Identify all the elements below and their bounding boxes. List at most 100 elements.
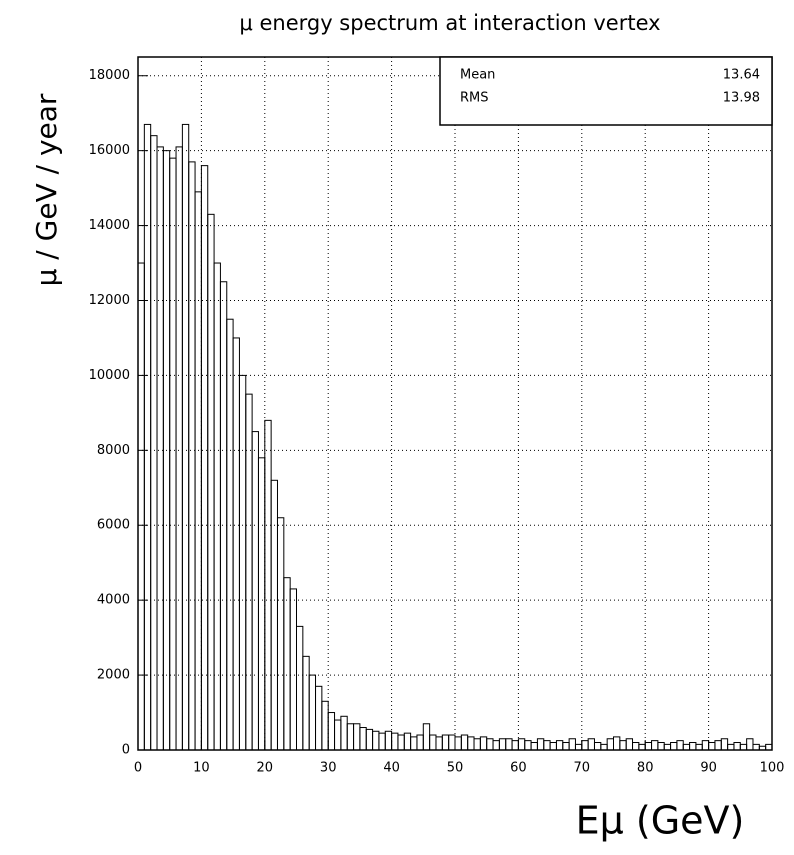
bar xyxy=(257,457,266,751)
bar xyxy=(549,742,557,751)
bar xyxy=(530,742,538,751)
bar xyxy=(670,742,678,751)
bar xyxy=(403,732,412,751)
bar xyxy=(479,736,488,751)
chart-title: μ energy spectrum at interaction vertex xyxy=(239,11,660,35)
bar xyxy=(517,738,526,751)
bar xyxy=(492,740,500,751)
bar xyxy=(663,743,672,751)
bar xyxy=(441,734,450,751)
bar xyxy=(505,738,513,751)
bar xyxy=(200,165,209,751)
bar xyxy=(429,734,437,751)
bar xyxy=(384,730,393,751)
stats-value: 13.98 xyxy=(723,91,760,106)
bar xyxy=(708,742,716,751)
y-tick-label: 12000 xyxy=(89,293,130,308)
y-tick-label: 2000 xyxy=(97,668,130,683)
stats-label: Mean xyxy=(460,68,495,83)
bar xyxy=(391,732,399,751)
y-tick-label: 16000 xyxy=(89,143,130,158)
y-tick-label: 8000 xyxy=(97,443,130,458)
bar xyxy=(733,742,741,751)
bar xyxy=(498,738,507,751)
bar xyxy=(276,517,285,751)
bar xyxy=(334,719,342,751)
bar xyxy=(689,742,697,751)
bar xyxy=(536,738,545,751)
bar xyxy=(435,736,443,751)
bar xyxy=(378,732,386,751)
bar xyxy=(555,740,564,751)
bar xyxy=(188,161,196,751)
y-tick-label: 6000 xyxy=(97,518,130,533)
bar xyxy=(613,736,621,751)
bar xyxy=(321,700,329,751)
bar xyxy=(169,157,177,751)
bar xyxy=(264,419,272,751)
bar xyxy=(562,742,570,751)
bar xyxy=(473,738,481,751)
bar xyxy=(353,723,361,751)
x-tick-label: 30 xyxy=(320,761,337,776)
stats-label: RMS xyxy=(460,91,489,106)
y-tick-label: 10000 xyxy=(89,368,130,383)
bar xyxy=(175,146,183,751)
bar xyxy=(422,723,431,751)
bar xyxy=(213,262,221,751)
x-tick-label: 70 xyxy=(574,761,591,776)
bar xyxy=(676,740,684,751)
bar xyxy=(150,135,158,751)
y-tick-label: 14000 xyxy=(89,218,130,233)
x-tick-label: 90 xyxy=(700,761,717,776)
bar xyxy=(283,577,291,751)
bar xyxy=(245,393,253,751)
bar xyxy=(365,728,374,751)
bar xyxy=(156,146,164,751)
bar xyxy=(720,738,729,751)
bar xyxy=(410,736,418,751)
bar xyxy=(619,740,627,751)
y-tick-label: 4000 xyxy=(97,593,130,608)
bar xyxy=(251,431,259,751)
bar xyxy=(289,588,298,751)
bar xyxy=(302,655,310,751)
x-tick-label: 20 xyxy=(257,761,274,776)
x-tick-label: 10 xyxy=(193,761,210,776)
bar xyxy=(416,734,424,751)
bar xyxy=(467,736,475,751)
bar xyxy=(219,281,228,751)
y-tick-label: 18000 xyxy=(89,68,130,83)
bar xyxy=(568,738,576,751)
bar xyxy=(137,262,145,751)
bar xyxy=(397,734,405,751)
bar xyxy=(315,685,323,751)
bar xyxy=(600,743,608,751)
bar xyxy=(593,742,602,751)
bar xyxy=(727,743,735,751)
y-tick-label: 0 xyxy=(122,743,130,758)
x-tick-label: 80 xyxy=(637,761,654,776)
bar xyxy=(765,743,773,751)
bar xyxy=(327,712,336,751)
x-tick-label: 40 xyxy=(383,761,400,776)
bar xyxy=(460,734,469,751)
bar xyxy=(524,740,532,751)
bar xyxy=(226,318,234,751)
bar xyxy=(359,727,367,751)
bar xyxy=(207,213,215,751)
bar xyxy=(739,743,748,751)
bar xyxy=(682,743,691,751)
x-axis-label: Eμ (GeV) xyxy=(576,799,745,843)
bar xyxy=(194,191,202,751)
stats-value: 13.64 xyxy=(723,68,760,83)
bar xyxy=(346,723,355,751)
bar xyxy=(143,123,152,751)
bar xyxy=(638,743,646,751)
x-tick-label: 50 xyxy=(447,761,464,776)
bar xyxy=(581,740,589,751)
bar xyxy=(296,625,304,751)
bar xyxy=(657,742,665,751)
bar xyxy=(232,337,240,751)
bar xyxy=(372,730,380,751)
